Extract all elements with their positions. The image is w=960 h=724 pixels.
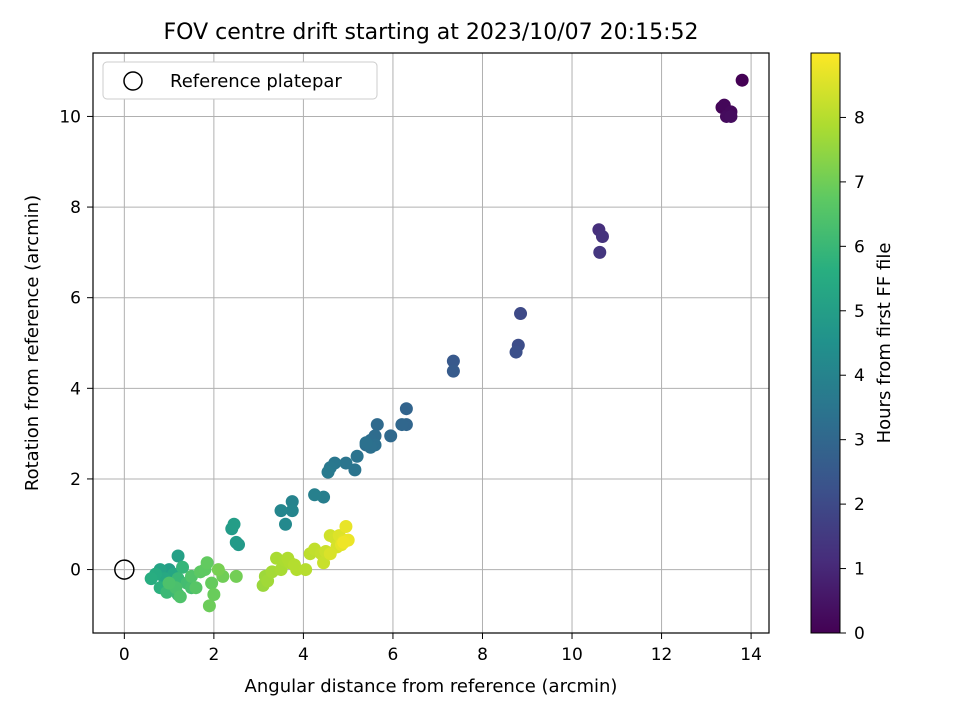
data-point <box>176 560 190 574</box>
data-point <box>446 354 460 368</box>
data-point <box>205 576 219 590</box>
legend-marker-reference <box>123 71 143 91</box>
plot-frame <box>92 52 770 634</box>
legend-entry-reference: Reference platepar <box>170 71 342 92</box>
x-tick-label: 8 <box>477 645 488 665</box>
data-point <box>274 504 288 518</box>
data-point <box>509 345 523 359</box>
data-point <box>384 429 398 443</box>
y-tick-label: 4 <box>70 379 81 399</box>
colorbar-tick-label: 8 <box>854 108 865 128</box>
colorbar-tick-label: 4 <box>854 366 865 386</box>
colorbar-tick-label: 5 <box>854 302 865 322</box>
x-tick-label: 6 <box>388 645 399 665</box>
colorbar-tick-label: 7 <box>854 173 865 193</box>
data-point <box>317 556 331 570</box>
x-tick-label: 10 <box>561 645 583 665</box>
data-point <box>359 436 373 450</box>
data-point <box>173 590 187 604</box>
data-point <box>211 563 225 577</box>
y-tick-label: 0 <box>70 561 81 581</box>
data-point <box>724 109 738 123</box>
data-point <box>229 569 243 583</box>
data-point <box>229 535 243 549</box>
data-point <box>285 495 299 509</box>
y-tick-label: 8 <box>70 198 81 218</box>
data-point <box>350 449 364 463</box>
data-point <box>227 517 241 531</box>
data-point <box>200 556 214 570</box>
colorbar-label: Hours from first FF file <box>874 243 895 444</box>
data-point <box>446 364 460 378</box>
data-point <box>321 465 335 479</box>
data-point <box>299 563 313 577</box>
data-point <box>287 558 301 572</box>
data-point <box>323 547 337 561</box>
grid-lines <box>93 53 769 633</box>
data-point <box>308 488 322 502</box>
colorbar-tick-label: 6 <box>854 237 865 257</box>
data-points <box>114 73 749 613</box>
colorbar-ticks: 0 1 2 3 4 5 6 7 8 <box>840 108 865 644</box>
x-tick-label: 12 <box>651 645 673 665</box>
data-point <box>348 463 362 477</box>
colorbar-tick-label: 2 <box>854 495 865 515</box>
legend: Reference platepar <box>102 61 378 100</box>
colorbar-gradient <box>810 52 841 634</box>
x-tick-label: 2 <box>208 645 219 665</box>
data-point <box>595 230 609 244</box>
chart-title: FOV centre drift starting at 2023/10/07 … <box>164 20 699 45</box>
colorbar-tick-label: 3 <box>854 431 865 451</box>
data-point <box>162 576 176 590</box>
data-point <box>171 549 185 563</box>
data-point <box>395 418 409 432</box>
reference-platepar-marker <box>114 559 135 580</box>
x-axis-label: Angular distance from reference (arcmin) <box>245 676 618 697</box>
data-point <box>337 535 351 549</box>
data-point <box>399 402 413 416</box>
data-point <box>370 418 384 432</box>
x-tick-label: 4 <box>298 645 309 665</box>
data-point <box>735 73 749 87</box>
colorbar-tick-label: 1 <box>854 560 865 580</box>
y-tick-label: 10 <box>59 107 81 127</box>
data-point <box>207 587 221 601</box>
data-point <box>202 599 216 613</box>
axis-ticks: 0 2 4 6 8 10 12 14 0 2 4 6 8 10 <box>59 107 762 665</box>
x-tick-label: 0 <box>119 645 130 665</box>
y-axis-label: Rotation from reference (arcmin) <box>22 195 43 491</box>
legend-box <box>102 61 378 100</box>
colorbar-tick-label: 0 <box>854 624 865 644</box>
data-point <box>144 572 158 586</box>
data-point <box>514 307 528 321</box>
data-point <box>285 504 299 518</box>
data-point <box>189 581 203 595</box>
x-tick-label: 14 <box>740 645 762 665</box>
y-tick-label: 2 <box>70 470 81 490</box>
data-point <box>279 517 293 531</box>
y-tick-label: 6 <box>70 289 81 309</box>
data-point <box>339 520 353 534</box>
data-point <box>339 456 353 470</box>
colorbar: 0 1 2 3 4 5 6 7 8 Hours from first FF file <box>810 52 895 644</box>
data-point <box>593 245 607 259</box>
